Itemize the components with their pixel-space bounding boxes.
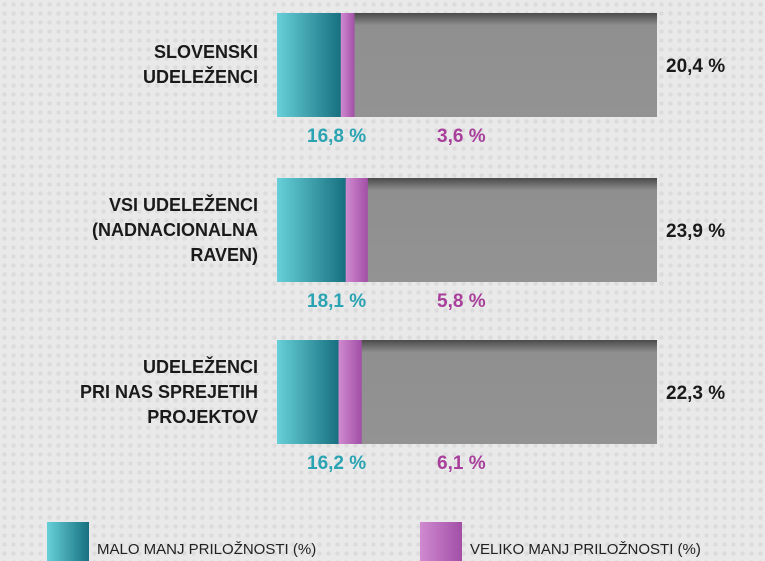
category-label: VSI UDELEŽENCI (NADNACIONALNA RAVEN): [92, 194, 258, 265]
total-label: 20,4 %: [666, 56, 725, 77]
value-label: 16,8 %: [307, 126, 366, 147]
value-label: 3,6 %: [437, 126, 486, 147]
category-label: SLOVENSKI UDELEŽENCI: [142, 42, 258, 87]
bar-segment: [277, 178, 346, 282]
bar-segment: [277, 13, 341, 117]
legend-label: VELIKO MANJ PRILOŽNOSTI (%): [470, 541, 701, 558]
value-label: 18,1 %: [307, 291, 366, 312]
legend-swatch: [47, 522, 89, 561]
category-label: UDELEŽENCI PRI NAS SPREJETIH PROJEKTOV: [79, 356, 258, 427]
bar-segment: [345, 178, 368, 282]
legend-swatch: [420, 522, 462, 561]
bar-segment: [277, 340, 339, 444]
value-label: 16,2 %: [307, 453, 366, 474]
total-label: 22,3 %: [666, 383, 725, 404]
legend-label: MALO MANJ PRILOŽNOSTI (%): [97, 541, 317, 558]
total-label: 23,9 %: [666, 221, 725, 242]
bar-segment: [340, 13, 355, 117]
value-label: 6,1 %: [437, 453, 486, 474]
value-label: 5,8 %: [437, 291, 486, 312]
bar-segment: [338, 340, 362, 444]
